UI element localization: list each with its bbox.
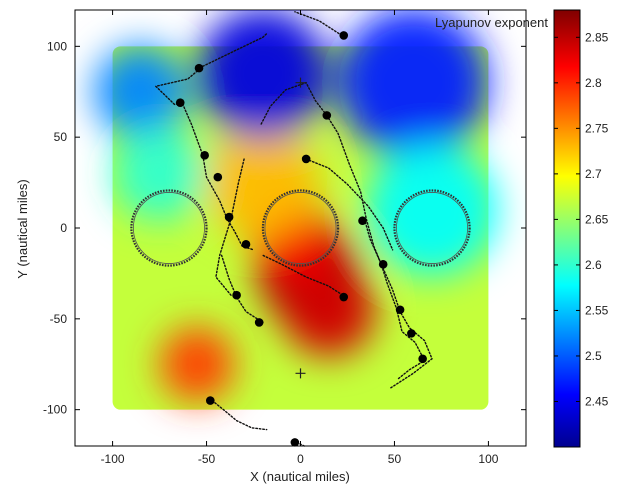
field-feature <box>93 44 188 139</box>
vehicle-marker <box>200 151 209 160</box>
y-tick-label: 100 <box>47 39 67 53</box>
x-tick-label: 0 <box>297 452 304 466</box>
y-tick-label: -100 <box>43 403 67 417</box>
obstacle-circle-inner <box>396 192 469 264</box>
colorbar-tick-label: 2.7 <box>585 167 602 181</box>
trajectory-path <box>305 158 394 251</box>
vehicle-marker <box>339 292 349 302</box>
field-feature <box>206 126 320 239</box>
colorbar-tick-label: 2.6 <box>585 258 602 272</box>
vehicle-marker <box>301 154 311 164</box>
x-tick-label: 50 <box>388 452 402 466</box>
y-tick-label: 50 <box>54 130 68 144</box>
y-axis-label: Y (nautical miles) <box>15 179 30 278</box>
lyapunov-field <box>93 10 498 410</box>
waypoint-marker <box>295 77 306 88</box>
trajectory-path <box>294 11 343 37</box>
trajectory-lines <box>154 11 433 447</box>
colorbar-title: Lyapunov exponent <box>435 15 548 30</box>
waypoint-markers <box>295 77 306 379</box>
vehicle-marker <box>241 240 251 249</box>
colorbar-tick-label: 2.65 <box>585 212 609 226</box>
colorbar-tick-label: 2.55 <box>585 303 609 317</box>
colorbar-tick-label: 2.75 <box>585 121 609 135</box>
vehicle-marker <box>194 63 204 73</box>
field-feature <box>159 326 235 402</box>
trajectory-path <box>260 81 328 126</box>
vehicle-marker <box>232 290 241 300</box>
vehicle-marker <box>224 212 234 222</box>
x-tick-label: -50 <box>198 452 216 466</box>
colorbar <box>553 9 581 448</box>
vehicle-markers <box>175 31 427 447</box>
colorbar-tick-label: 2.85 <box>585 30 609 44</box>
vehicle-marker <box>206 396 215 405</box>
trajectory-path <box>211 399 268 431</box>
trajectory-path <box>220 254 264 324</box>
obstacle-circle <box>393 189 471 267</box>
x-axis-ticks: -100 -50 0 50 100 <box>101 10 499 466</box>
vehicle-marker <box>213 172 223 182</box>
obstacle-circles <box>130 189 471 267</box>
vehicle-marker <box>339 31 349 40</box>
vehicle-marker <box>378 260 388 269</box>
vehicle-marker <box>418 354 427 364</box>
vehicle-marker <box>358 216 367 226</box>
x-axis-label: X (nautical miles) <box>250 469 350 484</box>
trajectory-path <box>215 158 245 296</box>
vehicle-marker <box>395 305 405 315</box>
obstacle-circle <box>130 189 208 267</box>
field-feature <box>112 126 207 221</box>
x-tick-label: 100 <box>478 452 498 466</box>
colorbar-ticks: 2.45 2.5 2.55 2.6 2.65 2.7 2.75 2.8 2.85 <box>554 30 609 408</box>
waypoint-marker <box>295 368 306 379</box>
vehicle-marker <box>322 111 332 120</box>
trajectory-path <box>262 254 347 298</box>
vehicle-marker <box>175 98 185 107</box>
field-feature <box>366 144 498 276</box>
obstacle-circle-inner <box>264 192 337 264</box>
vehicle-marker <box>254 318 264 327</box>
colorbar-tick-label: 2.8 <box>585 76 602 90</box>
y-axis-ticks: 100 50 0 -50 -100 <box>43 39 526 417</box>
y-tick-label: 0 <box>60 221 67 235</box>
field-feature <box>338 10 489 158</box>
colorbar-tick-label: 2.5 <box>585 349 602 363</box>
colorbar-tick-label: 2.45 <box>585 394 609 408</box>
vehicle-marker <box>407 329 416 338</box>
vehicle-marker <box>290 438 300 447</box>
x-tick-label: -100 <box>101 452 125 466</box>
y-tick-label: -50 <box>50 312 68 326</box>
field-blobs <box>93 10 498 402</box>
field-feature <box>197 10 329 140</box>
obstacle-circle <box>261 189 340 267</box>
trajectory-path <box>363 218 433 389</box>
trajectory-path <box>202 32 268 67</box>
field-feature <box>281 262 376 357</box>
obstacle-circle-inner <box>132 192 205 264</box>
